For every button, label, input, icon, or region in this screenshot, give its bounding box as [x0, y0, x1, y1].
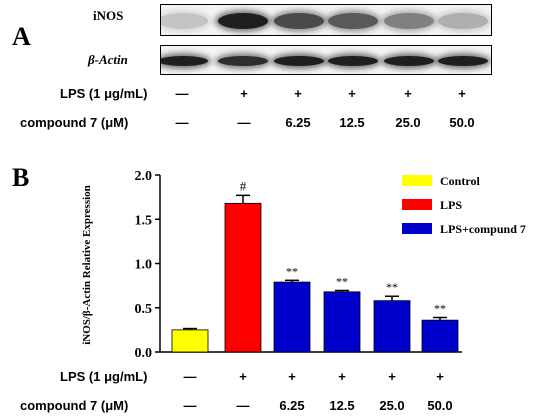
panel-b-row0-cell: +	[288, 369, 296, 384]
blot-band	[384, 56, 434, 66]
y-tick-label: 0.0	[135, 346, 153, 361]
panel-a-row0-cell: +	[404, 86, 412, 101]
panel-a-row0-cell: +	[348, 86, 356, 101]
y-tick-label: 2.0	[135, 169, 153, 184]
bar-4	[373, 300, 411, 353]
legend-label: LPS+compund 7	[440, 222, 526, 236]
panel-a-row0-cell: +	[294, 86, 302, 101]
panel-a-row0-cell: +	[458, 86, 466, 101]
legend-label: Control	[440, 174, 480, 188]
y-axis-label: iNOS/β-Actin Relative Expression	[81, 185, 93, 345]
blot-band	[384, 13, 434, 29]
blot-band	[274, 56, 324, 66]
blot-band	[274, 13, 324, 29]
panel-a-row0-cell: —	[175, 86, 189, 101]
blot-band	[438, 56, 488, 66]
bar-2	[273, 281, 311, 353]
panel-a-row1-cell: 6.25	[285, 115, 311, 130]
legend-swatch	[402, 199, 432, 210]
blot-band	[161, 13, 208, 29]
blot-band	[161, 56, 208, 66]
significance-mark: #	[240, 178, 247, 193]
y-tick-label: 0.5	[135, 302, 153, 317]
blot-band	[328, 56, 378, 66]
panel-b-row0-cell: +	[338, 369, 346, 384]
y-tick-label: 1.5	[135, 213, 153, 228]
panel-b-row1-cell: —	[236, 398, 250, 413]
significance-mark: **	[434, 301, 446, 315]
blot-band	[328, 13, 378, 29]
panel-a-row1-cell: 25.0	[395, 115, 421, 130]
panel-a-row1-cell: —	[175, 115, 189, 130]
significance-mark: **	[286, 264, 298, 278]
actin-blot	[160, 45, 492, 75]
panel-b-row0-cell: +	[388, 369, 396, 384]
lps-row-label-a: LPS (1 μg/mL)	[60, 86, 148, 101]
legend-label: LPS	[440, 198, 462, 212]
panel-a-row1-cell: 50.0	[449, 115, 475, 130]
panel-b-row1-cell: —	[183, 398, 197, 413]
inos-blot	[160, 4, 492, 36]
blot-band	[438, 13, 488, 29]
panel-a-row1-cell: 12.5	[339, 115, 365, 130]
compound-row-label-a: compound 7 (μM)	[20, 115, 129, 130]
bar-3	[323, 291, 361, 353]
panel-b-row0-cell: —	[183, 369, 197, 384]
legend-swatch	[402, 223, 432, 234]
bar-0	[171, 329, 209, 353]
panel-b-row0-cell: +	[239, 369, 247, 384]
significance-mark: **	[386, 280, 398, 294]
inos-blot-label: iNOS	[93, 8, 124, 23]
panel-a-row1-cell: —	[237, 115, 251, 130]
panel-b-row1-cell: 50.0	[427, 398, 453, 413]
bar-5	[421, 319, 459, 353]
lps-row-label-b: LPS (1 μg/mL)	[60, 369, 148, 384]
panel-b-row1-cell: 12.5	[329, 398, 355, 413]
significance-mark: **	[336, 274, 348, 288]
bar-1	[224, 202, 262, 353]
legend-swatch	[402, 175, 432, 186]
panel-b-row0-cell: +	[436, 369, 444, 384]
actin-blot-label: β-Actin	[88, 52, 128, 67]
panel-a-letter: A	[12, 22, 31, 51]
panel-b-row1-cell: 6.25	[279, 398, 305, 413]
panel-a-row0-cell: +	[240, 86, 248, 101]
blot-band	[218, 56, 268, 66]
panel-b-letter: B	[12, 163, 30, 192]
compound-row-label-b: compound 7 (μM)	[20, 398, 129, 413]
y-tick-label: 1.0	[135, 258, 153, 273]
blot-band	[218, 13, 268, 29]
panel-b-row1-cell: 25.0	[379, 398, 405, 413]
